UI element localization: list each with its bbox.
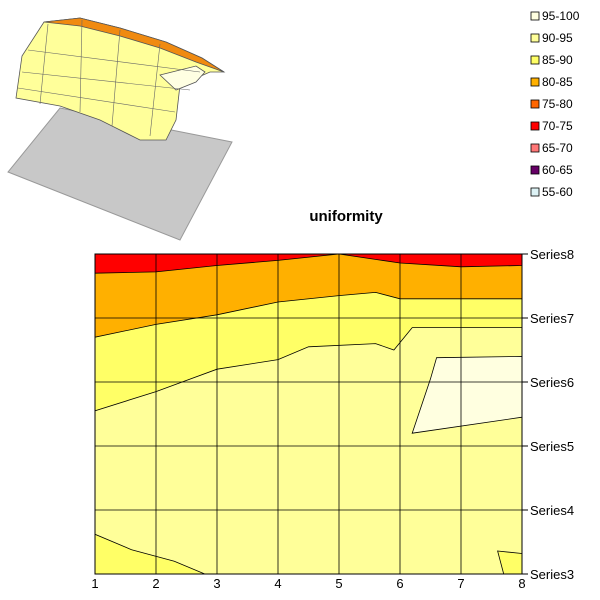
- y-tick-Series8: Series8: [530, 247, 574, 262]
- plot-border: [94, 253, 523, 575]
- x-tick-4: 4: [274, 576, 281, 591]
- legend-label-60-65: 60-65: [542, 163, 573, 177]
- y-tick-Series5: Series5: [530, 439, 574, 454]
- legend-label-65-70: 65-70: [542, 141, 573, 155]
- chart-title: uniformity: [309, 208, 383, 225]
- x-tick-5: 5: [335, 576, 342, 591]
- legend-swatch-80-85: [530, 77, 540, 87]
- region-85-90-lower-right: [497, 550, 522, 574]
- legend-swatch-75-80: [530, 99, 540, 109]
- legend-swatch-70-75: [530, 121, 540, 131]
- legend-label-85-90: 85-90: [542, 53, 573, 67]
- legend: 95-100 90-95 85-90 80-85 75-80 70-75 65-70 60-6…: [530, 9, 580, 199]
- legend-label-55-60: 55-60: [542, 185, 573, 199]
- legend-label-95-100: 95-100: [542, 9, 580, 23]
- y-tick-Series4: Series4: [530, 503, 574, 518]
- legend-label-70-75: 70-75: [542, 119, 573, 133]
- legend-label-80-85: 80-85: [542, 75, 573, 89]
- surface-ridge: [43, 17, 225, 73]
- plot-area: 1 2 3 4 5 6 7 8 Series3 Series4 Series5 Series6 Seri…: [91, 247, 574, 591]
- x-tick-1: 1: [91, 576, 98, 591]
- y-tick-Series6: Series6: [530, 375, 574, 390]
- legend-swatch-65-70: [530, 143, 540, 153]
- x-tick-3: 3: [213, 576, 220, 591]
- legend-swatch-85-90: [530, 55, 540, 65]
- region-70-75: [95, 254, 522, 274]
- surface-mesh: [17, 19, 201, 137]
- surface-thumbnail: [7, 17, 233, 241]
- surface-peak: [159, 65, 206, 91]
- region-95-100-peak: [411, 355, 522, 434]
- x-tick-8: 8: [518, 576, 525, 591]
- surface-floor: [7, 107, 233, 241]
- legend-swatch-90-95: [530, 33, 540, 43]
- x-tick-2: 2: [152, 576, 159, 591]
- region-85-90-lower-left: [95, 533, 205, 574]
- legend-swatch-95-100: [530, 11, 540, 21]
- legend-swatch-55-60: [530, 187, 540, 197]
- y-tick-Series3: Series3: [530, 567, 574, 582]
- x-tick-6: 6: [396, 576, 403, 591]
- legend-label-75-80: 75-80: [542, 97, 573, 111]
- y-tick-Series7: Series7: [530, 311, 574, 326]
- region-80-85: [95, 254, 522, 338]
- legend-swatch-60-65: [530, 165, 540, 175]
- x-tick-7: 7: [457, 576, 464, 591]
- legend-label-90-95: 90-95: [542, 31, 573, 45]
